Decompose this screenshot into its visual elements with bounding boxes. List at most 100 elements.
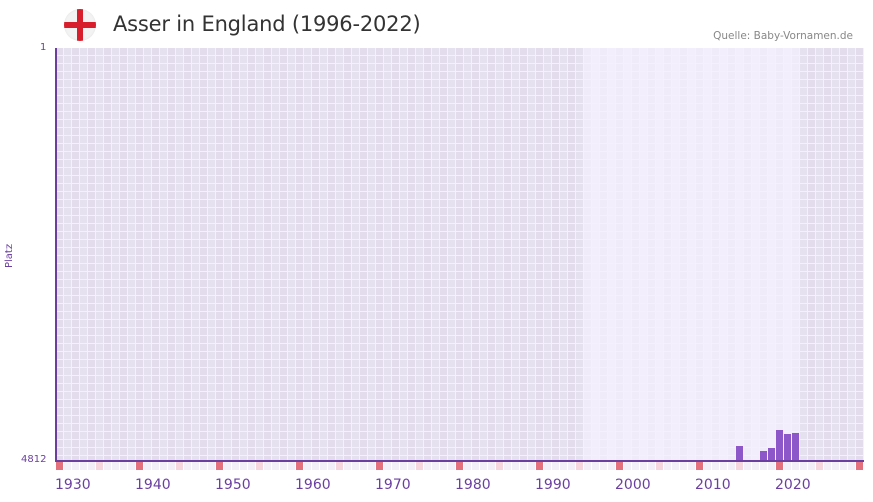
year-marker xyxy=(840,462,847,470)
year-column xyxy=(72,48,80,460)
year-column xyxy=(744,48,752,460)
x-tick-label: 2010 xyxy=(695,477,731,493)
year-column xyxy=(736,48,744,460)
year-marker xyxy=(816,462,823,470)
year-marker xyxy=(728,462,735,470)
x-tick-label: 1930 xyxy=(55,477,91,493)
year-marker xyxy=(424,462,431,470)
source-credit: Quelle: Baby-Vornamen.de xyxy=(713,30,853,42)
year-column xyxy=(320,48,328,460)
year-column xyxy=(672,48,680,460)
year-marker xyxy=(96,462,103,470)
year-column xyxy=(328,48,336,460)
year-marker xyxy=(152,462,159,470)
year-column xyxy=(224,48,232,460)
year-marker xyxy=(360,462,367,470)
year-marker xyxy=(600,462,607,470)
y-axis-label: Platz xyxy=(4,243,15,268)
year-column xyxy=(232,48,240,460)
year-column xyxy=(688,48,696,460)
year-column xyxy=(160,48,168,460)
year-column xyxy=(592,48,600,460)
year-column xyxy=(856,48,864,460)
year-marker xyxy=(536,462,543,470)
rank-bar-2020[interactable] xyxy=(776,430,783,460)
year-marker xyxy=(552,462,559,470)
year-column xyxy=(312,48,320,460)
year-column xyxy=(840,48,848,460)
year-column xyxy=(512,48,520,460)
year-column xyxy=(656,48,664,460)
rank-bar-2022[interactable] xyxy=(792,433,799,460)
year-column xyxy=(168,48,176,460)
year-column xyxy=(464,48,472,460)
x-tick-label: 1940 xyxy=(135,477,171,493)
year-marker xyxy=(856,462,863,470)
year-column xyxy=(360,48,368,460)
year-column xyxy=(776,48,784,460)
year-marker xyxy=(184,462,191,470)
year-column xyxy=(424,48,432,460)
year-column xyxy=(264,48,272,460)
year-column xyxy=(208,48,216,460)
year-marker xyxy=(112,462,119,470)
year-marker xyxy=(688,462,695,470)
year-column xyxy=(416,48,424,460)
year-marker xyxy=(376,462,383,470)
year-column xyxy=(296,48,304,460)
year-column xyxy=(544,48,552,460)
year-marker xyxy=(128,462,135,470)
year-marker xyxy=(576,462,583,470)
year-column xyxy=(816,48,824,460)
year-marker xyxy=(160,462,167,470)
year-marker xyxy=(584,462,591,470)
year-column xyxy=(552,48,560,460)
year-column xyxy=(448,48,456,460)
year-column xyxy=(456,48,464,460)
year-marker xyxy=(144,462,151,470)
year-column xyxy=(632,48,640,460)
year-marker xyxy=(656,462,663,470)
year-column xyxy=(712,48,720,460)
year-column xyxy=(760,48,768,460)
year-column xyxy=(800,48,808,460)
year-column xyxy=(608,48,616,460)
year-marker xyxy=(520,462,527,470)
year-column xyxy=(240,48,248,460)
year-column xyxy=(640,48,648,460)
year-marker xyxy=(56,462,63,470)
year-marker xyxy=(488,462,495,470)
rank-bar-2018[interactable] xyxy=(760,451,767,460)
chart-title: Asser in England (1996-2022) xyxy=(113,12,421,36)
year-marker xyxy=(88,462,95,470)
year-marker xyxy=(720,462,727,470)
year-column xyxy=(176,48,184,460)
year-column xyxy=(256,48,264,460)
year-marker xyxy=(272,462,279,470)
year-column xyxy=(584,48,592,460)
year-marker xyxy=(480,462,487,470)
year-column xyxy=(352,48,360,460)
year-marker xyxy=(440,462,447,470)
year-marker xyxy=(792,462,799,470)
rank-bar-2015[interactable] xyxy=(736,446,743,460)
year-column xyxy=(112,48,120,460)
year-marker xyxy=(672,462,679,470)
year-column xyxy=(368,48,376,460)
year-marker xyxy=(384,462,391,470)
year-column xyxy=(128,48,136,460)
year-column xyxy=(200,48,208,460)
year-column xyxy=(848,48,856,460)
year-marker xyxy=(344,462,351,470)
year-column xyxy=(88,48,96,460)
year-column xyxy=(624,48,632,460)
rank-bar-2021[interactable] xyxy=(784,434,791,460)
year-marker xyxy=(664,462,671,470)
year-marker xyxy=(80,462,87,470)
rank-bar-2019[interactable] xyxy=(768,448,775,460)
year-column xyxy=(136,48,144,460)
year-column xyxy=(520,48,528,460)
year-marker xyxy=(616,462,623,470)
year-marker xyxy=(624,462,631,470)
year-marker xyxy=(768,462,775,470)
